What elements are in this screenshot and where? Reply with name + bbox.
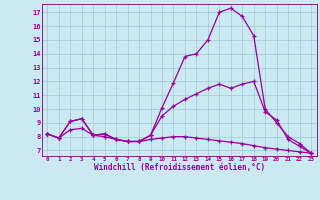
X-axis label: Windchill (Refroidissement éolien,°C): Windchill (Refroidissement éolien,°C) <box>94 163 265 172</box>
